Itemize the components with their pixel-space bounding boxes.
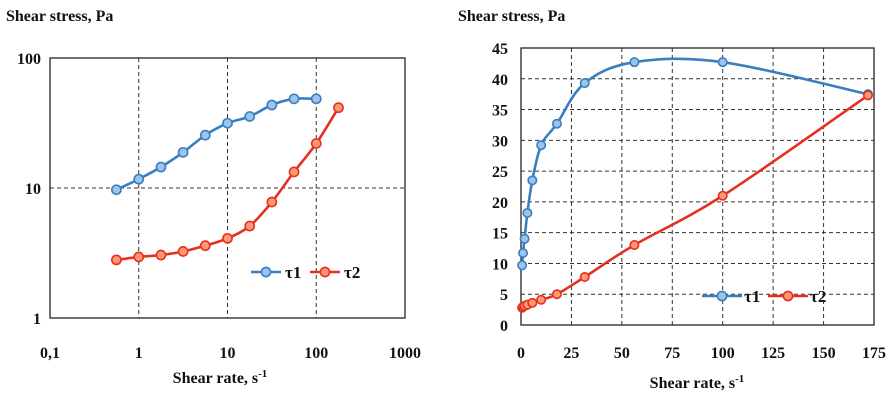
y-tick-label: 10: [492, 256, 508, 273]
data-point: [629, 57, 640, 68]
x-tick-label: 25: [563, 345, 579, 362]
y-tick-label: 0: [500, 318, 508, 335]
data-point: [519, 233, 530, 244]
y-tick-label: 35: [492, 103, 508, 120]
legend-marker: [782, 290, 794, 302]
y-tick-label: 100: [17, 51, 41, 68]
x-tick-label: 175: [862, 345, 886, 362]
legend-label: τ1: [744, 287, 760, 306]
y-tick-label: 30: [492, 133, 508, 150]
chart1-title: Shear stress, Pa: [6, 8, 114, 25]
y-tick-label: 15: [492, 226, 508, 243]
y-tick-label: 45: [492, 41, 508, 58]
plot-border: [520, 47, 875, 326]
x-tick-label: 150: [812, 345, 836, 362]
data-point: [266, 196, 278, 208]
x-tick-label: 125: [761, 345, 785, 362]
data-point: [244, 220, 256, 232]
legend-label: τ2: [810, 287, 826, 306]
data-point: [629, 239, 640, 250]
x-tick-label: 0: [517, 345, 525, 362]
data-point: [111, 184, 122, 196]
x-axis-label: Shear rate, s-1: [650, 373, 745, 392]
legend-marker: [260, 266, 272, 278]
data-point: [522, 207, 533, 218]
legend-marker: [716, 290, 728, 302]
y-tick-label: 25: [492, 164, 508, 181]
y-tick-label: 40: [492, 72, 508, 89]
y-tick-label: 5: [500, 287, 508, 304]
y-tick-label: 1: [33, 311, 41, 328]
x-tick-label: 0,1: [40, 345, 60, 362]
data-point: [222, 117, 233, 129]
data-point: [551, 289, 562, 300]
legend-marker: [319, 266, 331, 278]
data-point: [111, 254, 122, 266]
plot-border: [49, 57, 406, 319]
x-tick-label: 1000: [389, 345, 421, 362]
data-point: [536, 140, 547, 151]
data-point: [579, 78, 590, 89]
x-axis-label: Shear rate, s-1: [173, 368, 268, 387]
data-point: [288, 166, 300, 178]
data-point: [244, 111, 256, 122]
data-point: [266, 99, 278, 111]
x-tick-label: 10: [220, 345, 236, 362]
data-point: [133, 251, 145, 263]
x-tick-label: 50: [614, 345, 630, 362]
y-tick-label: 10: [25, 181, 41, 198]
data-point: [527, 175, 538, 186]
data-point: [310, 138, 322, 149]
log-log-chart: 0,1 1 10 100 1000 1 10 100 Shear rate, s-1 τ1 τ2: [17, 51, 421, 387]
x-tick-label: 1: [135, 345, 143, 362]
data-point: [288, 93, 300, 105]
x-tick-label: 100: [711, 345, 735, 362]
x-tick-label: 100: [304, 345, 328, 362]
data-point: [310, 93, 322, 105]
data-point: [579, 271, 590, 282]
data-point: [155, 249, 167, 261]
linear-chart: 0 25 50 75 100 125 150 175 0 5 10 15 20 25 30 35 40 45 She…: [492, 41, 886, 392]
data-point: [717, 190, 728, 201]
data-point: [177, 146, 189, 158]
legend-label: τ2: [344, 263, 360, 282]
data-point: [862, 90, 873, 101]
data-point: [177, 246, 189, 257]
series-line: [115, 97, 317, 191]
data-point: [517, 260, 528, 271]
data-point: [222, 232, 233, 244]
data-point: [717, 57, 728, 68]
data-point: [155, 161, 167, 173]
data-point: [518, 247, 529, 258]
data-point: [551, 118, 562, 129]
legend-label: τ1: [285, 263, 301, 282]
x-tick-label: 75: [664, 345, 680, 362]
data-point: [199, 240, 211, 252]
y-tick-label: 20: [492, 195, 508, 212]
data-point: [333, 102, 344, 114]
data-point: [536, 294, 547, 305]
chart2-title: Shear stress, Pa: [458, 8, 566, 25]
data-point: [199, 129, 211, 141]
data-point: [133, 173, 145, 185]
data-point: [527, 297, 538, 308]
